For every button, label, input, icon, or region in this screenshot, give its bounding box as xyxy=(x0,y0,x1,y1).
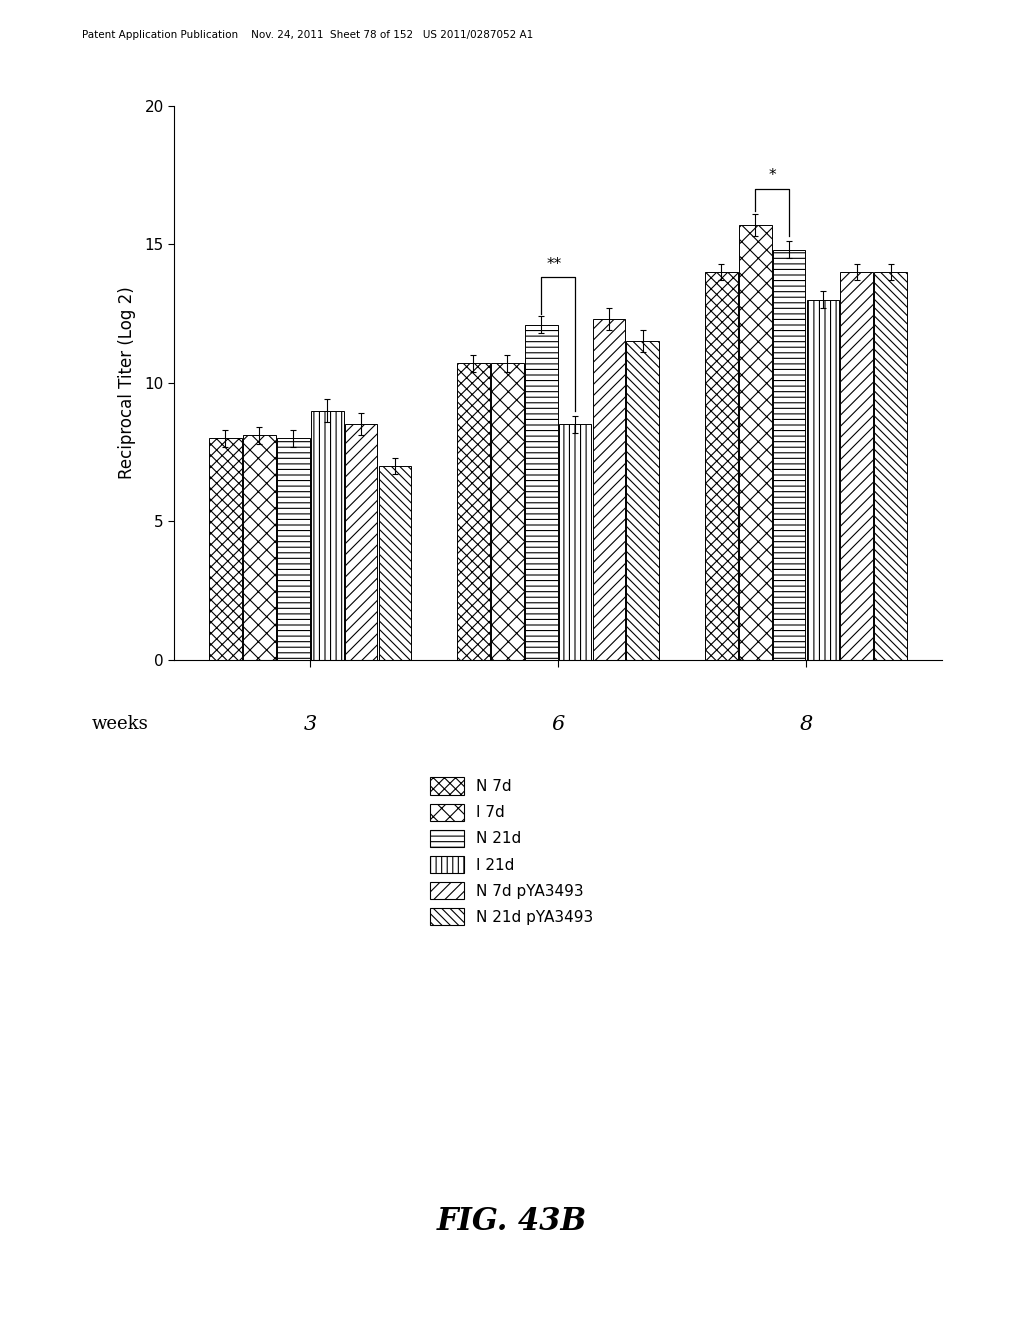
Bar xyxy=(345,425,378,660)
Bar xyxy=(490,363,523,660)
Legend: N 7d, I 7d, N 21d, I 21d, N 7d pYA3493, N 21d pYA3493: N 7d, I 7d, N 21d, I 21d, N 7d pYA3493, … xyxy=(423,770,601,933)
Bar xyxy=(627,342,659,660)
Bar xyxy=(841,272,873,660)
Bar xyxy=(559,425,592,660)
Bar xyxy=(593,319,626,660)
Text: **: ** xyxy=(547,257,562,272)
Bar xyxy=(738,224,771,660)
Bar xyxy=(705,272,737,660)
Bar xyxy=(874,272,907,660)
Text: FIG. 43B: FIG. 43B xyxy=(437,1205,587,1237)
Bar xyxy=(310,411,343,660)
Bar xyxy=(209,438,242,660)
Text: *: * xyxy=(768,168,776,183)
Bar xyxy=(243,436,275,660)
Bar xyxy=(773,249,806,660)
Bar xyxy=(457,363,489,660)
Bar xyxy=(807,300,840,660)
Text: 8: 8 xyxy=(800,715,813,734)
Bar xyxy=(379,466,412,660)
Bar xyxy=(276,438,309,660)
Text: weeks: weeks xyxy=(91,715,148,734)
Y-axis label: Reciprocal Titer (Log 2): Reciprocal Titer (Log 2) xyxy=(118,286,136,479)
Text: 6: 6 xyxy=(552,715,564,734)
Bar xyxy=(524,325,557,660)
Text: Patent Application Publication    Nov. 24, 2011  Sheet 78 of 152   US 2011/02870: Patent Application Publication Nov. 24, … xyxy=(82,30,534,41)
Text: 3: 3 xyxy=(303,715,316,734)
